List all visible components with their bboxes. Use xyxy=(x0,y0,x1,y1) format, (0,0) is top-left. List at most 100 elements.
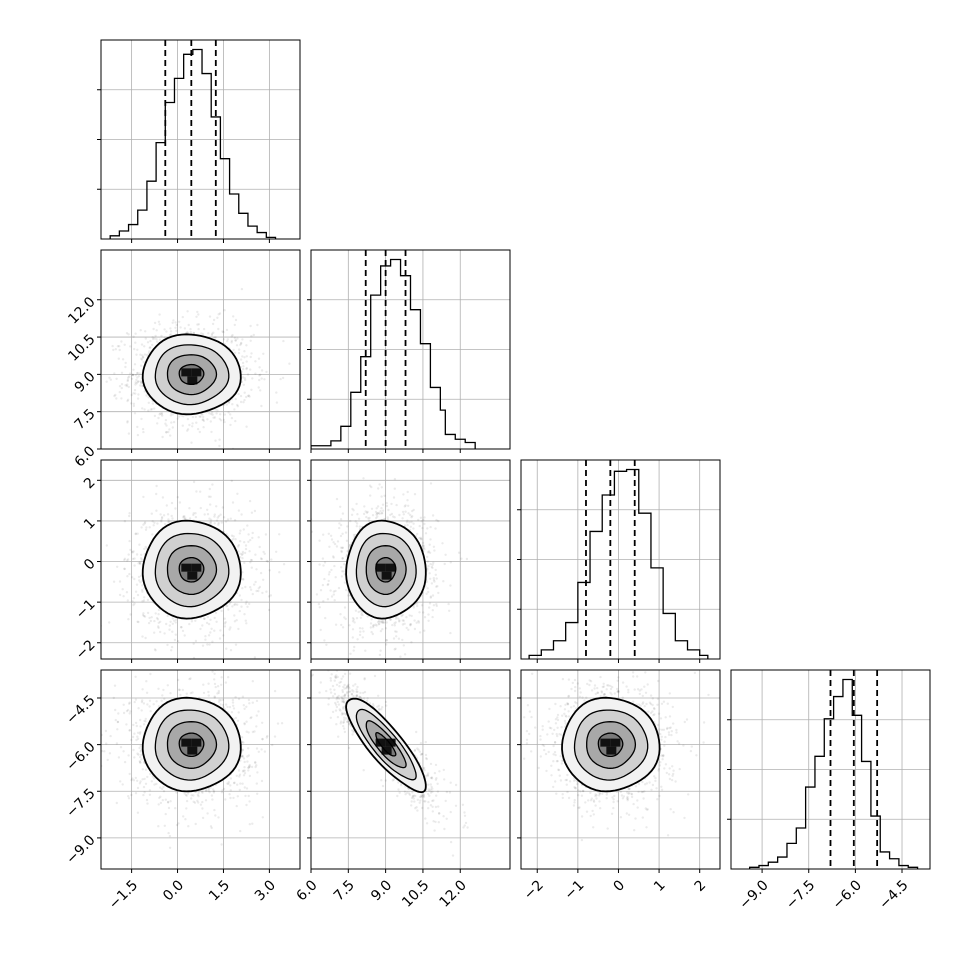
x-tick-label: 0 xyxy=(610,877,628,895)
scatter-point xyxy=(182,516,185,519)
scatter-point xyxy=(244,544,248,547)
scatter-point xyxy=(241,587,244,590)
scatter-point xyxy=(250,334,253,338)
contour-line xyxy=(178,556,205,583)
scatter-point xyxy=(199,415,202,418)
scatter-point xyxy=(218,637,222,640)
scatter-point xyxy=(250,566,253,569)
scatter-point xyxy=(381,621,384,624)
scatter-point xyxy=(332,555,335,558)
density-core-bin xyxy=(385,563,396,572)
scatter-point xyxy=(91,680,93,682)
scatter-point xyxy=(433,580,436,583)
scatter-point xyxy=(325,643,328,646)
scatter-point xyxy=(420,752,423,756)
scatter-point xyxy=(260,748,263,751)
scatter-point xyxy=(141,613,145,617)
scatter-point xyxy=(321,583,325,587)
scatter-point xyxy=(145,680,148,683)
histogram-panel-3: −9.0 −7.5 −6.0 −4.5 xyxy=(727,669,931,913)
contour-line xyxy=(597,732,624,758)
scatter-point xyxy=(331,710,335,714)
scatter-point xyxy=(130,793,133,797)
scatter-point xyxy=(162,514,166,517)
scatter-point xyxy=(171,413,174,416)
scatter-point xyxy=(427,783,430,786)
scatter-point xyxy=(343,687,346,690)
scatter-point xyxy=(372,624,375,627)
scatter-point xyxy=(393,487,396,490)
scatter-point xyxy=(579,790,582,793)
scatter-point xyxy=(327,697,330,700)
scatter-point xyxy=(429,791,433,794)
scatter-point xyxy=(232,537,235,541)
density-core-bin xyxy=(610,738,621,747)
x-tick-label: −4.5 xyxy=(876,877,911,912)
scatter-point xyxy=(160,517,164,520)
scatter-point xyxy=(150,780,153,783)
scatter-point xyxy=(222,706,225,709)
scatter-point xyxy=(414,794,417,798)
scatter-point xyxy=(148,350,151,353)
scatter-point xyxy=(402,493,405,496)
scatter-point xyxy=(644,807,647,810)
scatter-point xyxy=(556,713,560,717)
scatter-point xyxy=(389,618,392,621)
scatter-point xyxy=(457,551,461,554)
scatter-point xyxy=(233,603,236,607)
scatter-point xyxy=(144,768,148,771)
scatter-point xyxy=(322,533,325,536)
scatter-point xyxy=(136,731,140,734)
scatter-point xyxy=(337,586,341,590)
density-core-bin xyxy=(191,738,202,747)
scatter-point xyxy=(351,689,354,692)
scatter-point xyxy=(132,748,135,752)
scatter-point xyxy=(347,594,350,597)
scatter-point xyxy=(420,794,423,797)
scatter-point xyxy=(675,731,678,734)
scatter-point xyxy=(550,727,553,730)
histogram-panel-3-plot-area xyxy=(731,670,930,869)
scatter-point xyxy=(116,565,119,568)
scatter-point xyxy=(630,793,634,796)
scatter-point xyxy=(157,625,160,628)
scatter-point xyxy=(366,699,369,703)
scatter-point xyxy=(219,419,223,422)
scatter-point xyxy=(616,800,619,803)
scatter-point xyxy=(334,701,337,705)
scatter-point xyxy=(128,572,131,576)
scatter-point xyxy=(669,808,672,811)
histogram-panel-0-plot-area xyxy=(101,40,300,239)
scatter-point xyxy=(236,337,239,340)
scatter-point xyxy=(97,621,99,623)
scatter-point xyxy=(190,620,194,623)
scatter-point xyxy=(220,609,223,613)
scatter-point xyxy=(239,400,243,404)
scatter-point xyxy=(166,684,169,687)
scatter-point xyxy=(572,779,576,782)
scatter-point xyxy=(426,773,429,777)
axes-frame xyxy=(310,249,511,450)
scatter-point xyxy=(413,749,416,753)
scatter-point xyxy=(599,807,602,810)
scatter-point xyxy=(448,791,452,794)
scatter-point xyxy=(637,651,639,653)
scatter-point xyxy=(595,797,598,800)
scatter-point xyxy=(278,533,281,536)
scatter-point xyxy=(602,685,606,688)
scatter-point xyxy=(122,750,125,753)
scatter-point xyxy=(248,499,252,503)
scatter-point xyxy=(149,408,153,411)
scatter-point xyxy=(273,735,277,738)
scatter-point xyxy=(671,765,674,768)
scatter-point xyxy=(136,593,140,597)
scatter-point xyxy=(206,418,209,421)
scatter-point xyxy=(539,738,542,741)
scatter-point xyxy=(349,597,353,600)
scatter-point xyxy=(104,729,108,733)
scatter-point xyxy=(435,794,438,797)
scatter-point xyxy=(136,779,139,782)
scatter-point xyxy=(415,806,418,809)
scatter-point xyxy=(552,744,555,748)
scatter-point xyxy=(552,760,555,763)
